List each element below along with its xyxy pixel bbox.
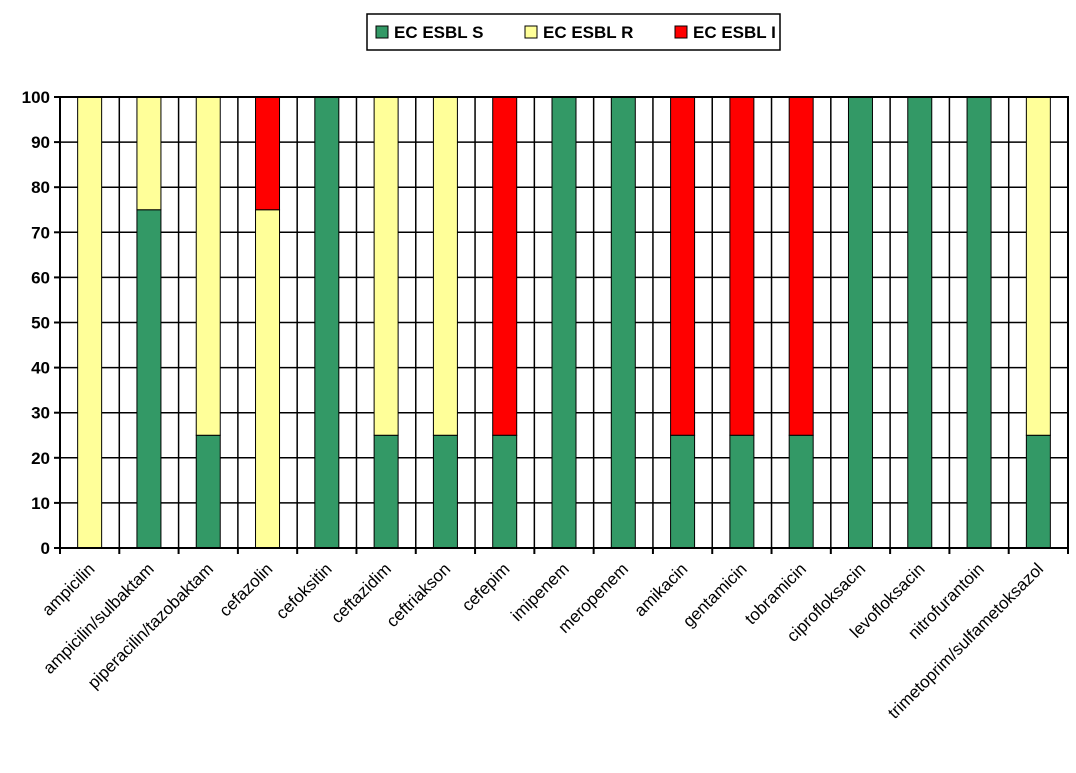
bar-ceftriakson-ec-esbl-s — [432, 434, 458, 549]
bar-cefepim-ec-esbl-i — [492, 96, 518, 436]
bar-cefazolin-ec-esbl-i — [255, 96, 281, 211]
bar-ceftazidim-ec-esbl-s — [373, 434, 399, 549]
y-tick-label-0: 0 — [41, 539, 50, 558]
legend-label-ec-esbl-r: EC ESBL R — [543, 23, 633, 42]
bar-amikacin-ec-esbl-s — [670, 434, 696, 549]
x-category-label: cefepim — [458, 559, 514, 615]
y-tick-label-50: 50 — [31, 314, 50, 333]
bar-gentamicin-ec-esbl-i — [729, 96, 755, 436]
legend-box — [366, 13, 781, 51]
x-category-labels: ampicilinampicilin/sulbaktampiperacilin/… — [38, 559, 1047, 722]
y-tick-label-10: 10 — [31, 494, 50, 513]
bar-imipenem-ec-esbl-s — [551, 96, 577, 549]
bar-piperacilin-tazobaktam-ec-esbl-s — [195, 434, 221, 549]
bar-trimetoprim-sulfametoksazol-ec-esbl-s — [1025, 434, 1051, 549]
x-category-label: ceftriakson — [383, 559, 455, 631]
bar-cefoksitin-ec-esbl-s — [314, 96, 340, 549]
y-tick-label-70: 70 — [31, 223, 50, 242]
bar-tobramicin-ec-esbl-i — [788, 96, 814, 436]
x-category-label: amikacin — [631, 559, 692, 620]
bar-tobramicin-ec-esbl-s — [788, 434, 814, 549]
bar-levofloksacin-ec-esbl-s — [907, 96, 933, 549]
bar-amikacin-ec-esbl-i — [670, 96, 696, 436]
legend-label-ec-esbl-s: EC ESBL S — [394, 23, 483, 42]
y-tick-label-20: 20 — [31, 449, 50, 468]
legend-swatch-ec-esbl-s — [375, 25, 389, 39]
bar-ampicilin-ec-esbl-r — [77, 96, 103, 549]
legend-swatch-ec-esbl-i — [674, 25, 688, 39]
bar-piperacilin-tazobaktam-ec-esbl-r — [195, 96, 221, 436]
x-category-label: cefazolin — [215, 559, 276, 620]
y-tick-label-40: 40 — [31, 359, 50, 378]
bar-gentamicin-ec-esbl-s — [729, 434, 755, 549]
bar-cefepim-ec-esbl-s — [492, 434, 518, 549]
x-category-label: gentamicin — [679, 559, 751, 631]
y-tick-label-30: 30 — [31, 404, 50, 423]
bar-ceftazidim-ec-esbl-r — [373, 96, 399, 436]
bar-nitrofurantoin-ec-esbl-s — [966, 96, 992, 549]
y-tick-label-100: 100 — [22, 88, 50, 107]
legend: EC ESBL S EC ESBL R EC ESBL I — [366, 13, 781, 51]
y-tick-label-90: 90 — [31, 133, 50, 152]
bar-meropenem-ec-esbl-s — [610, 96, 636, 549]
bar-ceftriakson-ec-esbl-r — [432, 96, 458, 436]
y-tick-label-80: 80 — [31, 178, 50, 197]
bar-cefazolin-ec-esbl-r — [255, 209, 281, 549]
axes — [54, 96, 1069, 554]
x-category-label: ampicilin/sulbaktam — [39, 559, 157, 677]
x-category-label: ampicilin — [38, 559, 98, 619]
bar-ciprofloksacin-ec-esbl-s — [847, 96, 873, 549]
bar-ampicilin-sulbaktam-ec-esbl-r — [136, 96, 162, 211]
bar-trimetoprim-sulfametoksazol-ec-esbl-r — [1025, 96, 1051, 436]
y-tick-label-60: 60 — [31, 268, 50, 287]
legend-swatch-ec-esbl-r — [524, 25, 538, 39]
bar-ampicilin-sulbaktam-ec-esbl-s — [136, 209, 162, 549]
y-tick-labels: 0 10 20 30 40 50 60 70 80 90 100 — [22, 88, 50, 558]
legend-label-ec-esbl-i: EC ESBL I — [693, 23, 776, 42]
